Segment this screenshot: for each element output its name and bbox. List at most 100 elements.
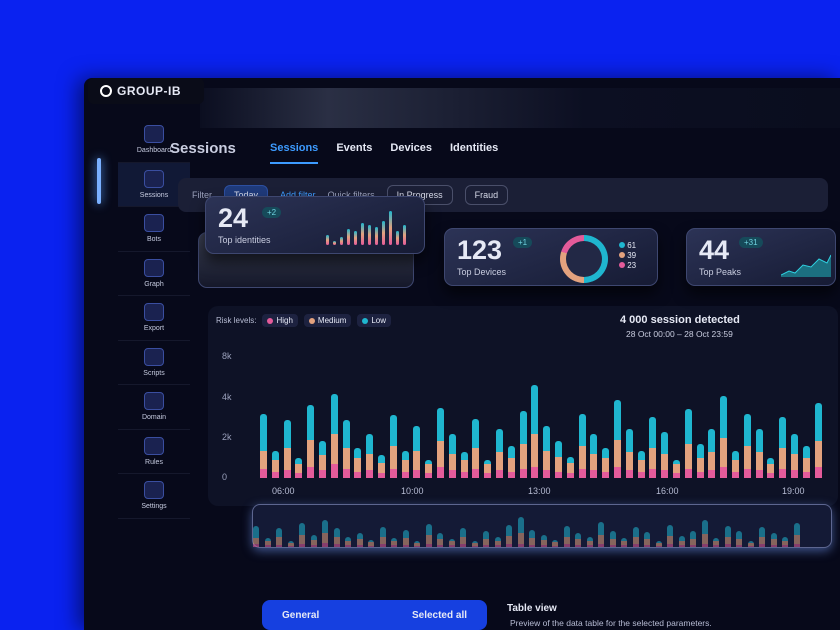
chart-bar[interactable] xyxy=(625,429,633,478)
mini-bar[interactable] xyxy=(724,526,731,547)
chart-bar[interactable] xyxy=(743,413,751,478)
chart-bar[interactable] xyxy=(732,450,739,478)
mini-bar[interactable] xyxy=(356,532,363,547)
mini-bar[interactable] xyxy=(552,540,558,547)
chart-bar[interactable] xyxy=(271,450,279,478)
mini-bar[interactable] xyxy=(425,524,432,547)
mini-bar[interactable] xyxy=(402,530,409,547)
chart-bar[interactable] xyxy=(295,458,303,478)
chart-bar[interactable] xyxy=(330,394,338,478)
tab-events[interactable]: Events xyxy=(336,142,373,154)
brand-logo[interactable]: GROUP-IB xyxy=(88,78,204,104)
mini-bar[interactable] xyxy=(770,532,777,547)
chart-bar[interactable] xyxy=(543,426,551,478)
tab-devices[interactable]: Devices xyxy=(390,142,432,154)
chart-bar[interactable] xyxy=(791,433,798,478)
chart-bar[interactable] xyxy=(448,433,456,478)
chart-bar[interactable] xyxy=(673,459,680,478)
mini-bar[interactable] xyxy=(368,539,374,547)
chart-bar[interactable] xyxy=(566,456,574,478)
mini-bar[interactable] xyxy=(575,532,581,547)
chart-bar[interactable] xyxy=(814,403,822,478)
chart-bar[interactable] xyxy=(519,410,527,478)
mini-bar[interactable] xyxy=(264,538,271,547)
top-devices-card[interactable]: 123 +1 Top Devices 61 39 23 xyxy=(444,228,658,286)
sidebar-item-rules[interactable]: Rules xyxy=(118,430,190,474)
chart-bar[interactable] xyxy=(496,429,503,478)
legend-low[interactable]: Low xyxy=(357,314,392,327)
top-peaks-card[interactable]: 44 +31 Top Peaks xyxy=(686,228,836,286)
mini-bar[interactable] xyxy=(621,538,627,547)
mini-bar[interactable] xyxy=(667,524,673,547)
fraud-chip[interactable]: Fraud xyxy=(464,185,509,205)
mini-bar[interactable] xyxy=(517,516,524,547)
mini-bar[interactable] xyxy=(529,530,535,547)
mini-bar[interactable] xyxy=(322,519,328,547)
chart-bar[interactable] xyxy=(590,433,598,478)
chart-bar[interactable] xyxy=(378,455,385,478)
chart-bar[interactable] xyxy=(578,413,586,478)
chart-bar[interactable] xyxy=(720,395,728,478)
chart-bar[interactable] xyxy=(472,418,480,478)
mini-bar[interactable] xyxy=(437,532,443,547)
sidebar-item-dashboard[interactable]: Dashboard xyxy=(118,118,190,163)
legend-medium[interactable]: Medium xyxy=(303,314,352,327)
chart-bar[interactable] xyxy=(484,459,492,478)
chart-bar[interactable] xyxy=(779,417,787,478)
mini-bar[interactable] xyxy=(333,528,340,547)
mini-bar[interactable] xyxy=(655,541,662,547)
sidebar-item-settings[interactable]: Settings xyxy=(118,474,190,519)
mini-bar[interactable] xyxy=(586,537,593,547)
mini-bar[interactable] xyxy=(609,531,616,547)
general-panel[interactable]: General Selected all xyxy=(262,600,487,630)
chart-bar[interactable] xyxy=(767,458,775,478)
chart-bar[interactable] xyxy=(389,415,397,478)
chart-bar[interactable] xyxy=(413,426,421,478)
mini-bar[interactable] xyxy=(632,527,639,547)
mini-bar[interactable] xyxy=(391,538,397,547)
chart-bar[interactable] xyxy=(366,433,374,478)
chart-bar[interactable] xyxy=(319,441,326,478)
chart-bar[interactable] xyxy=(460,452,468,478)
chart-bar[interactable] xyxy=(649,417,657,478)
chart-bar[interactable] xyxy=(661,432,669,478)
mini-bar[interactable] xyxy=(759,527,765,547)
chart-bar[interactable] xyxy=(696,444,704,478)
legend-high[interactable]: High xyxy=(262,314,298,327)
chart-bar[interactable] xyxy=(307,404,315,478)
mini-bar[interactable] xyxy=(747,540,754,547)
mini-bar[interactable] xyxy=(345,537,351,547)
chart-bar[interactable] xyxy=(283,420,291,478)
mini-bar[interactable] xyxy=(287,540,294,547)
sidebar-item-scripts[interactable]: Scripts xyxy=(118,341,190,385)
chart-bar[interactable] xyxy=(260,413,267,478)
chart-bar[interactable] xyxy=(802,446,810,478)
range-selector[interactable] xyxy=(252,504,832,548)
mini-bar[interactable] xyxy=(644,532,650,547)
mini-bar[interactable] xyxy=(782,536,788,547)
sidebar-item-graph[interactable]: Graph xyxy=(118,252,190,296)
mini-bar[interactable] xyxy=(414,541,420,547)
tab-sessions[interactable]: Sessions xyxy=(270,142,319,164)
mini-bar[interactable] xyxy=(701,520,708,547)
chart-bar[interactable] xyxy=(401,450,409,478)
chart-bar[interactable] xyxy=(425,459,433,478)
mini-bar[interactable] xyxy=(563,526,570,547)
tab-identities[interactable]: Identities xyxy=(449,142,499,154)
chart-bar[interactable] xyxy=(555,441,562,478)
mini-bar[interactable] xyxy=(253,526,259,547)
mini-bar[interactable] xyxy=(483,531,489,547)
chart-bar[interactable] xyxy=(637,450,645,478)
mini-bar[interactable] xyxy=(678,536,685,547)
chart-bar[interactable] xyxy=(755,429,763,478)
mini-bar[interactable] xyxy=(690,531,696,547)
chart-bar[interactable] xyxy=(602,447,610,478)
mini-bar[interactable] xyxy=(793,522,800,547)
chart-bar[interactable] xyxy=(708,429,716,478)
mini-bar[interactable] xyxy=(506,525,512,547)
mini-bar[interactable] xyxy=(299,523,305,547)
chart-bar[interactable] xyxy=(614,400,621,478)
add-filter-link[interactable]: Add filter xyxy=(280,190,316,200)
sidebar-item-domain[interactable]: Domain xyxy=(118,385,190,430)
mini-bar[interactable] xyxy=(540,535,547,547)
